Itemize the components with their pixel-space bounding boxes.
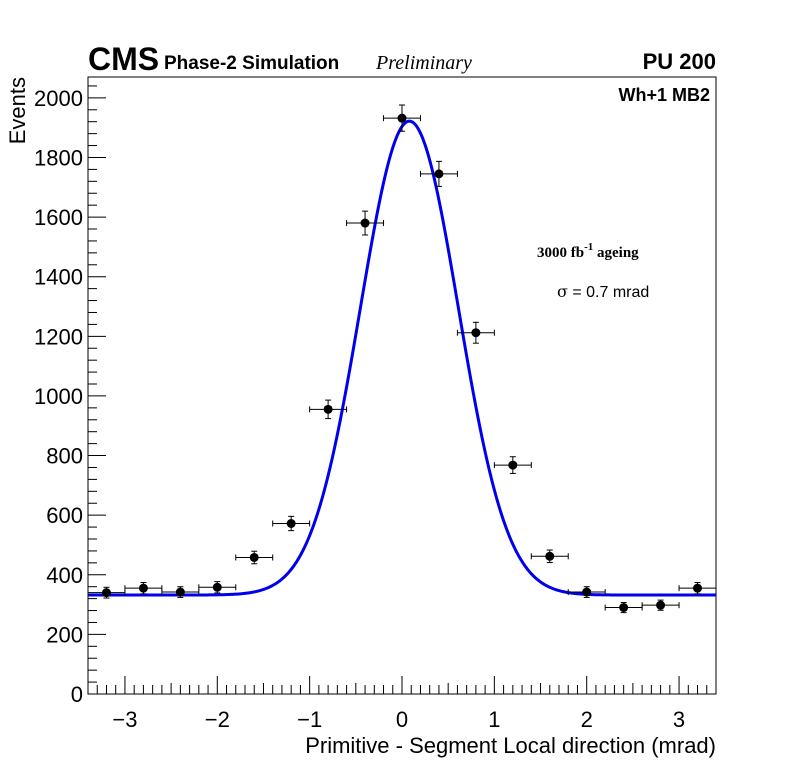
data-marker — [471, 328, 481, 338]
data-point — [641, 599, 680, 611]
data-points-series — [87, 104, 717, 614]
y-tick-label: 2000 — [34, 86, 83, 111]
y-tick-label: 1600 — [34, 205, 83, 230]
data-point — [124, 582, 163, 595]
ageing-label: 3000 fb-1 ageing — [537, 241, 639, 261]
data-marker — [175, 587, 185, 597]
data-point — [456, 321, 495, 344]
x-tick-label: −2 — [205, 707, 230, 732]
x-tick-label: 1 — [488, 707, 500, 732]
x-axis-tick-labels: −3 −2 −1 0 1 2 3 — [112, 707, 685, 732]
data-marker — [545, 551, 555, 561]
data-marker — [656, 600, 666, 610]
x-tick-label: 0 — [396, 707, 408, 732]
data-marker — [138, 583, 148, 593]
gaussian-fit-curve — [88, 119, 716, 597]
y-tick-label: 0 — [71, 682, 83, 707]
x-axis-ticks — [87, 676, 717, 694]
y-tick-label: 200 — [46, 622, 83, 647]
data-marker — [508, 460, 518, 470]
x-axis-title: Primitive - Segment Local direction (mra… — [305, 733, 716, 758]
data-point — [309, 399, 348, 420]
data-point — [604, 601, 643, 614]
data-marker — [323, 404, 333, 414]
data-point — [198, 581, 237, 594]
y-axis-title: Events — [5, 77, 30, 144]
data-marker — [101, 588, 111, 598]
x-tick-label: 2 — [581, 707, 593, 732]
data-marker — [360, 218, 370, 228]
cms-label: CMS — [88, 41, 159, 77]
data-point — [419, 160, 458, 187]
pileup-label: PU 200 — [643, 49, 716, 74]
data-point — [272, 515, 311, 532]
y-tick-label: 1400 — [34, 265, 83, 290]
y-axis-ticks — [88, 85, 106, 695]
data-marker — [397, 113, 407, 123]
y-tick-label: 600 — [46, 503, 83, 528]
data-marker — [619, 603, 629, 613]
x-tick-label: −3 — [112, 707, 137, 732]
data-point — [161, 586, 200, 598]
y-tick-label: 400 — [46, 563, 83, 588]
preliminary-label: Preliminary — [375, 52, 472, 74]
x-tick-label: −1 — [297, 707, 322, 732]
data-point — [567, 586, 606, 598]
y-tick-label: 1000 — [34, 384, 83, 409]
data-marker — [693, 583, 703, 593]
ageing-tail: ageing — [593, 245, 639, 261]
data-point — [346, 210, 385, 236]
data-marker — [286, 519, 296, 529]
ageing-exponent: -1 — [584, 241, 593, 253]
y-axis-tick-labels: 0 200 400 600 800 1000 1200 1400 1600 1800 2000 — [34, 86, 83, 707]
sigma-label: σ = 0.7 mrad — [557, 282, 649, 301]
data-point — [678, 582, 717, 595]
sigma-value: = 0.7 mrad — [568, 284, 649, 301]
chamber-label: Wh+1 MB2 — [618, 85, 710, 105]
sigma-symbol: σ — [557, 282, 568, 301]
data-point — [493, 456, 532, 474]
phase2-simulation-label: Phase-2 Simulation — [164, 53, 339, 74]
data-marker — [434, 169, 444, 179]
x-tick-label: 3 — [673, 707, 685, 732]
y-tick-label: 800 — [46, 444, 83, 469]
data-point — [383, 104, 421, 132]
data-marker — [249, 552, 259, 562]
plot-frame — [87, 76, 717, 695]
data-point — [530, 549, 569, 564]
data-point — [235, 550, 274, 565]
data-marker — [582, 587, 592, 597]
y-tick-label: 1800 — [34, 145, 83, 170]
data-marker — [212, 582, 222, 592]
ageing-main: 3000 fb — [537, 245, 584, 261]
y-tick-label: 1200 — [34, 324, 83, 349]
